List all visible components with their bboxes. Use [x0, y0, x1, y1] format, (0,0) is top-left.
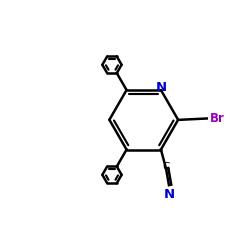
Text: C: C: [163, 162, 170, 172]
Text: N: N: [156, 82, 166, 94]
Text: N: N: [163, 188, 174, 201]
Text: Br: Br: [210, 112, 225, 125]
